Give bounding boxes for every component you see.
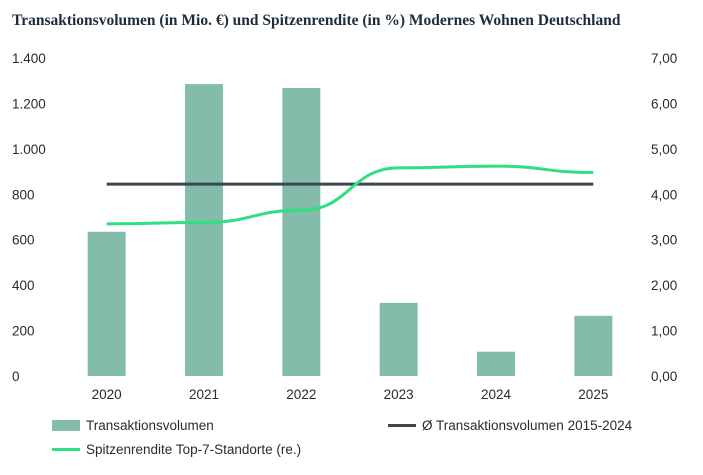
y-right-tick-label: 6,00: [651, 96, 677, 111]
legend-item-spitzenrendite: Spitzenrendite Top-7-Standorte (re.): [52, 442, 301, 457]
y-left-tick-label: 0: [12, 369, 20, 384]
x-tick-label: 2024: [481, 387, 512, 402]
bar-transaktionsvolumen-2024: [477, 351, 515, 376]
line-spitzenrendite: [106, 164, 594, 226]
legend-swatch-yield-line: [52, 448, 80, 451]
y-right-tick-label: 1,00: [651, 324, 677, 339]
x-tick-label: 2021: [189, 387, 219, 402]
x-tick-label: 2025: [578, 387, 608, 402]
y-right-tick-label: 3,00: [651, 233, 677, 248]
y-right-tick-label: 5,00: [651, 142, 677, 157]
bar-transaktionsvolumen-2021: [185, 84, 223, 376]
bar-transaktionsvolumen-2025: [574, 315, 613, 376]
legend-item-durchschnitt: Ø Transaktionsvolumen 2015-2024: [388, 418, 632, 433]
y-right-tick-label: 4,00: [651, 187, 677, 202]
legend-swatch-avg-line: [388, 424, 416, 427]
y-left-tick-label: 600: [12, 233, 35, 248]
legend-label-spitzenrendite: Spitzenrendite Top-7-Standorte (re.): [86, 442, 302, 457]
y-left-tick-label: 1.000: [12, 142, 46, 157]
x-tick-label: 2022: [286, 387, 316, 402]
x-tick-label: 2023: [384, 387, 414, 402]
y-right-tick-label: 0,00: [651, 369, 677, 384]
chart-title: Transaktionsvolumen (in Mio. €) und Spit…: [12, 12, 621, 29]
bar-transaktionsvolumen-2020: [87, 231, 126, 376]
y-left-tick-label: 1.400: [12, 51, 46, 66]
y-right-tick-label: 2,00: [651, 278, 677, 293]
legend-swatch-bar: [52, 420, 80, 431]
legend-item-transaktionsvolumen: Transaktionsvolumen: [52, 418, 214, 433]
x-tick-label: 2020: [92, 387, 122, 402]
y-left-tick-label: 1.200: [12, 96, 46, 111]
bar-transaktionsvolumen-2023: [379, 302, 418, 376]
bar-transaktionsvolumen-2022: [282, 87, 321, 377]
y-right-tick-label: 7,00: [651, 51, 677, 66]
legend-label-transaktionsvolumen: Transaktionsvolumen: [86, 418, 214, 433]
y-left-tick-label: 200: [12, 324, 35, 339]
legend-label-durchschnitt: Ø Transaktionsvolumen 2015-2024: [422, 418, 633, 433]
y-left-tick-label: 800: [12, 187, 35, 202]
y-left-tick-label: 400: [12, 278, 35, 293]
